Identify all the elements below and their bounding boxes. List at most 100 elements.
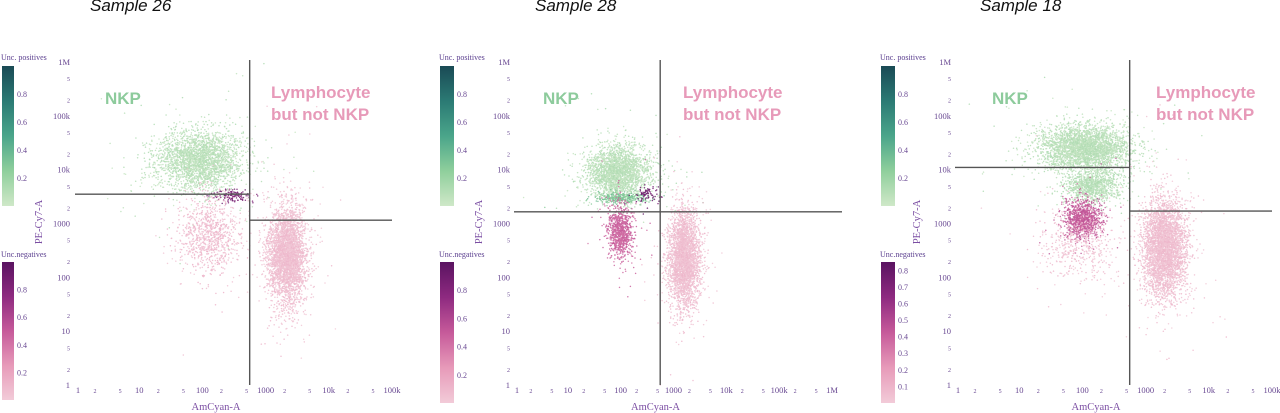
scatter-point xyxy=(181,127,183,130)
scatter-point xyxy=(144,144,146,146)
scatter-point xyxy=(154,161,156,164)
scatter-point xyxy=(240,237,243,240)
scatter-point xyxy=(160,175,162,178)
scatter-point xyxy=(299,212,302,215)
scatter-point xyxy=(239,233,242,236)
scatter-point xyxy=(201,170,203,173)
scatter-point xyxy=(197,143,199,146)
scatter-point xyxy=(205,258,208,261)
scatter-point xyxy=(304,226,307,228)
scatter-point xyxy=(190,204,193,206)
scatter-point xyxy=(214,195,217,197)
scatter-point xyxy=(187,222,190,224)
scatter-point xyxy=(218,161,220,163)
scatter-point xyxy=(180,166,183,169)
scatter-point xyxy=(183,214,186,217)
scatter-point xyxy=(176,154,179,156)
scatter-point xyxy=(166,147,168,150)
scatter-point xyxy=(183,166,185,169)
scatter-point xyxy=(196,147,198,149)
scatter-point xyxy=(164,149,167,151)
scatter-point xyxy=(203,165,205,168)
scatter-point xyxy=(207,151,210,154)
scatter-point xyxy=(221,214,224,216)
scatter-point xyxy=(263,194,265,197)
scatter-point xyxy=(184,142,187,145)
scatter-point xyxy=(199,248,202,251)
scatter-point xyxy=(214,134,217,136)
scatter-point xyxy=(187,164,189,167)
scatter-point xyxy=(232,196,235,199)
scatter-point xyxy=(179,262,181,265)
scatter-point xyxy=(213,208,216,211)
scatter-point xyxy=(189,272,192,274)
scatter-point xyxy=(236,191,239,194)
scatter-point xyxy=(222,257,225,259)
scatter-point xyxy=(167,164,169,166)
scatter-point xyxy=(262,240,265,243)
scatter-point xyxy=(180,186,183,188)
scatter-point xyxy=(212,187,215,190)
scatter-point xyxy=(207,246,209,248)
scatter-point xyxy=(183,243,185,246)
scatter-point xyxy=(197,220,200,223)
scatter-point xyxy=(214,259,217,262)
scatter-point xyxy=(210,159,213,161)
scatter-point xyxy=(203,192,206,194)
scatter-point xyxy=(144,176,146,179)
scatter-point xyxy=(219,205,221,207)
scatter-point xyxy=(153,174,156,177)
scatter-point xyxy=(218,179,220,181)
scatter-point xyxy=(168,153,171,156)
scatter-point xyxy=(228,156,230,158)
scatter-point xyxy=(204,135,206,137)
scatter-point xyxy=(144,160,146,162)
scatter-point xyxy=(175,123,178,125)
scatter-point xyxy=(204,183,207,185)
scatter-point xyxy=(199,144,202,146)
scatter-point xyxy=(209,230,212,232)
scatter-point xyxy=(211,149,213,151)
scatter-point xyxy=(141,176,143,179)
scatter-point xyxy=(230,148,232,151)
x-tick-label: 100k xyxy=(384,385,402,395)
scatter-point xyxy=(204,242,206,245)
scatter-point xyxy=(162,186,164,188)
scatter-point xyxy=(202,228,205,231)
scatter-point xyxy=(198,148,201,151)
scatter-point xyxy=(198,213,201,215)
scatter-point xyxy=(233,141,236,143)
scatter-point xyxy=(175,150,177,152)
scatter-point xyxy=(155,154,158,157)
scatter-point xyxy=(217,183,219,185)
scatter-point xyxy=(257,160,259,163)
scatter-point xyxy=(221,241,223,244)
scatter-point xyxy=(189,251,192,253)
scatter-point xyxy=(216,188,219,190)
scatter-point xyxy=(171,257,174,260)
scatter-point xyxy=(198,181,200,183)
scatter-point xyxy=(159,149,161,152)
scatter-point xyxy=(201,181,204,183)
scatter-point xyxy=(183,129,185,132)
scatter-point xyxy=(209,196,211,199)
scatter-point xyxy=(158,236,161,239)
scatter-point xyxy=(306,248,309,250)
scatter-point xyxy=(214,150,217,153)
scatter-point xyxy=(279,343,282,346)
scatter-point xyxy=(206,206,208,208)
scatter-point xyxy=(236,242,239,244)
scatter-point xyxy=(233,215,235,217)
scatter-point xyxy=(122,206,125,209)
scatter-point xyxy=(186,263,189,266)
x-tick-label: 2 xyxy=(94,389,97,395)
scatter-point xyxy=(196,224,199,227)
scatter-point xyxy=(201,287,204,290)
scatter-point xyxy=(153,195,156,197)
scatter-point xyxy=(194,144,197,146)
scatter-point xyxy=(265,298,267,300)
scatter-point xyxy=(208,162,211,165)
scatter-point xyxy=(190,141,193,144)
scatter-point xyxy=(194,160,197,162)
scatter-point xyxy=(173,164,175,167)
